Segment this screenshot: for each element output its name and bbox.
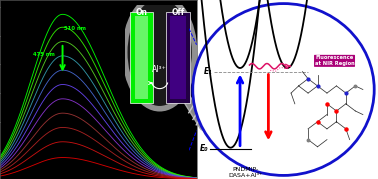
Text: Al³⁺: Al³⁺ <box>152 65 167 74</box>
Text: Off: Off <box>171 8 184 17</box>
Bar <box>170 16 186 99</box>
Bar <box>166 12 190 103</box>
Bar <box>130 12 153 103</box>
Text: PNDMIP-: PNDMIP- <box>232 167 259 172</box>
Text: On: On <box>135 8 147 17</box>
Text: 475 nm: 475 nm <box>33 52 55 57</box>
Text: E₁: E₁ <box>204 67 212 76</box>
Circle shape <box>125 0 195 109</box>
Bar <box>135 16 148 99</box>
Circle shape <box>193 4 374 175</box>
Text: E₀: E₀ <box>200 144 208 153</box>
Text: DASA+Al³⁺: DASA+Al³⁺ <box>229 173 263 178</box>
Text: Fluorescence
at NIR Region: Fluorescence at NIR Region <box>314 55 355 66</box>
Text: 510 nm: 510 nm <box>64 26 86 31</box>
